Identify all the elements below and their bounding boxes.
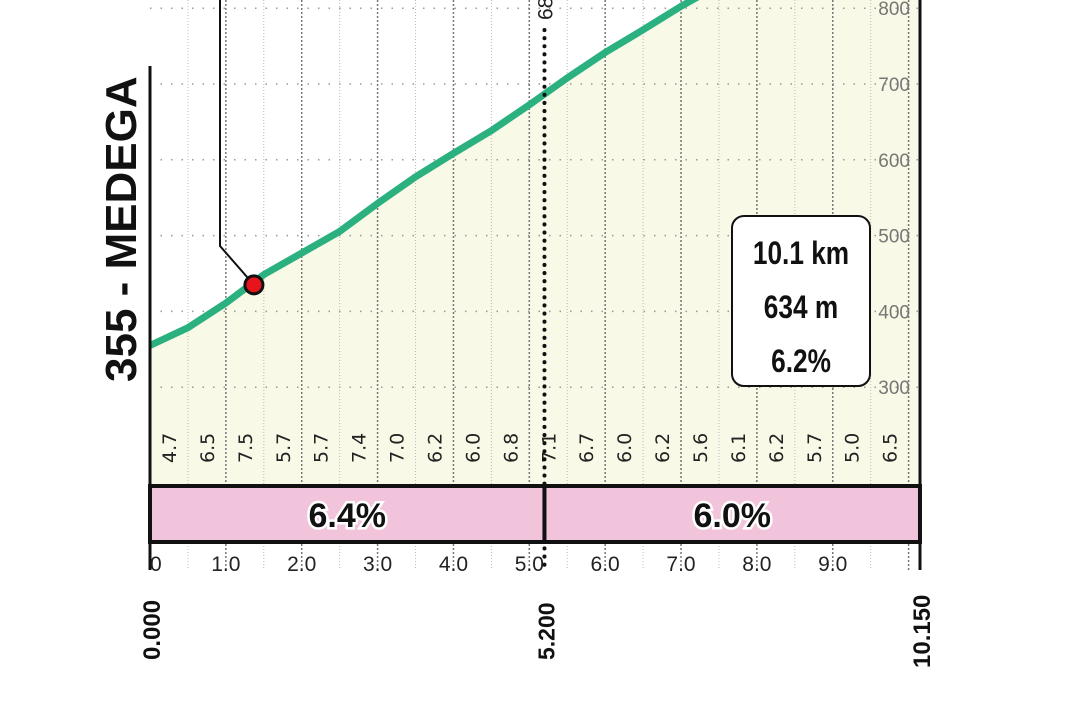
segment-gradient-label: 5.7 [273,433,295,463]
segment-gradient-label: 6.0 [462,433,484,463]
y-tick-label: 500 [878,227,910,248]
profile-area-fill [150,0,920,485]
segment-gradient-label: 6.0 [614,433,636,463]
segment-gradient-label: 5.0 [842,433,864,463]
waypoint-elevation-label: 68 [534,0,557,20]
summary-box [731,215,871,387]
sector-gradient-label: 6.4% [308,497,386,535]
sector-gradient-band [148,484,547,544]
waypoint-distance-label: 0.000 [139,600,166,660]
y-tick-label: 800 [878,0,910,20]
segment-gradient-label: 4.7 [159,433,181,463]
callout-line [219,0,255,286]
segment-gradient-label: 7.4 [349,433,371,463]
start-location-label: 355 - MEDEGA [97,76,146,382]
y-tick-label: 600 [878,151,910,172]
x-tick-label: 6.0 [591,553,620,576]
summary-gain: 634 m [764,291,838,326]
segment-gradient-label: 5.7 [311,433,333,463]
segment-gradient-label: 5.7 [804,433,826,463]
summary-distance: 10.1 km [753,237,849,272]
x-tick-label: 3.0 [363,553,392,576]
waypoint-distance-label: 5.200 [533,602,559,660]
segment-gradient-label: 6.5 [880,433,902,463]
sector-gradient-band [542,484,922,544]
y-tick-label: 300 [878,378,910,399]
segment-gradient-label: 6.7 [576,433,598,463]
segment-gradient-label: 5.6 [690,433,712,463]
location-marker [243,274,265,296]
x-tick-label: 5.0 [515,553,544,576]
waypoint-distance-label: 10.150 [909,595,936,668]
x-tick-label: 8.0 [742,553,771,576]
x-tick-label: 2.0 [287,553,316,576]
x-tick-label: 0 [150,553,162,576]
sector-gradient-label: 6.0% [693,497,771,535]
segment-gradient-label: 6.2 [766,433,788,463]
profile-line [148,0,700,349]
segment-gradient-label: 6.1 [728,433,750,463]
segment-gradient-label: 6.2 [424,433,446,463]
x-tick-label: 7.0 [666,553,695,576]
x-tick-label: 9.0 [818,553,847,576]
x-tick-label: 1.0 [211,553,240,576]
segment-gradient-label: 7.0 [387,433,409,463]
segment-gradient-label: 6.5 [197,433,219,463]
y-tick-label: 400 [878,302,910,323]
x-tick-label: 4.0 [439,553,468,576]
summary-avg-gradient: 6.2% [771,345,831,380]
segment-gradient-label: 7.5 [235,433,257,463]
segment-gradient-label: 6.2 [652,433,674,463]
y-tick-label: 700 [878,75,910,96]
segment-gradient-label: 7.1 [538,433,560,463]
segment-gradient-label: 6.8 [500,433,522,463]
